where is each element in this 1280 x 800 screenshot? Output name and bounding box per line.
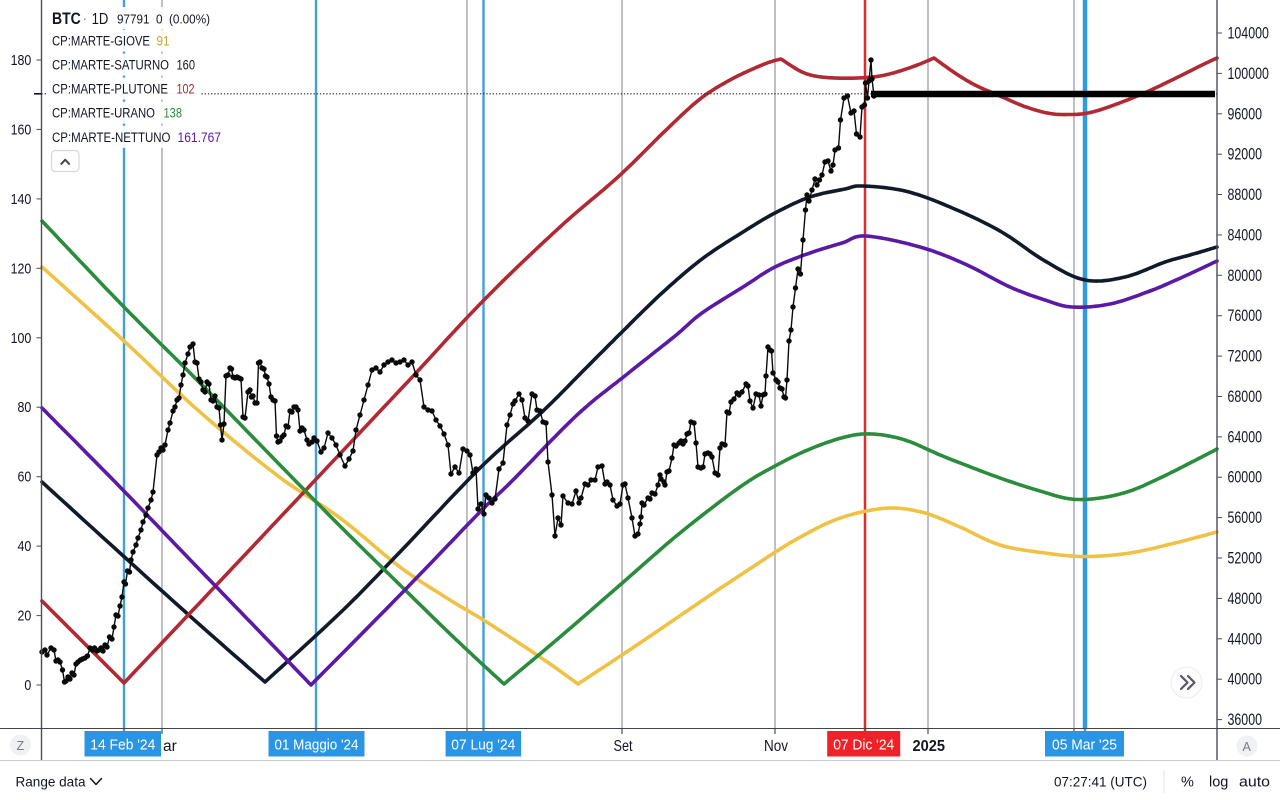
svg-text:Range data: Range data (16, 774, 86, 790)
svg-text:14 Feb '24: 14 Feb '24 (90, 737, 155, 754)
svg-text:log: log (1209, 775, 1228, 791)
svg-text:52000: 52000 (1228, 550, 1263, 568)
svg-text:ar: ar (163, 738, 177, 755)
svg-text:05 Mar '25: 05 Mar '25 (1052, 737, 1117, 754)
svg-text:·: · (83, 10, 88, 26)
svg-text:01 Maggio '24: 01 Maggio '24 (275, 737, 359, 754)
svg-text:36000: 36000 (1228, 711, 1263, 729)
svg-text:Set: Set (614, 738, 634, 755)
svg-text:40: 40 (18, 538, 32, 555)
svg-text:40000: 40000 (1228, 671, 1263, 689)
svg-text:97791 0 (0.00%): 97791 0 (0.00%) (117, 12, 210, 27)
svg-text:auto: auto (1239, 775, 1270, 791)
svg-text:A: A (1243, 740, 1252, 754)
svg-text:92000: 92000 (1228, 146, 1263, 164)
svg-text:%: % (1181, 775, 1194, 791)
svg-text:BTC: BTC (52, 10, 81, 28)
svg-text:80000: 80000 (1228, 267, 1263, 285)
svg-text:1D: 1D (92, 11, 109, 28)
svg-text:60000: 60000 (1228, 469, 1263, 487)
svg-text:07:27:41 (UTC): 07:27:41 (UTC) (1054, 774, 1147, 790)
svg-text:20: 20 (18, 608, 32, 625)
svg-text:56000: 56000 (1228, 509, 1263, 527)
svg-text:100000: 100000 (1228, 65, 1269, 83)
svg-text:102: 102 (177, 82, 195, 97)
svg-text:CP:MARTE-GIOVE: CP:MARTE-GIOVE (52, 34, 150, 49)
svg-text:138: 138 (164, 106, 183, 121)
svg-text:160: 160 (177, 58, 196, 73)
svg-text:80: 80 (18, 399, 32, 416)
svg-text:96000: 96000 (1228, 105, 1263, 123)
svg-text:CP:MARTE-SATURNO: CP:MARTE-SATURNO (52, 58, 169, 73)
svg-text:48000: 48000 (1228, 590, 1263, 608)
svg-text:Nov: Nov (764, 738, 788, 755)
svg-text:72000: 72000 (1228, 348, 1263, 366)
svg-text:84000: 84000 (1228, 226, 1263, 244)
svg-text:44000: 44000 (1228, 630, 1263, 648)
svg-text:140: 140 (11, 191, 32, 208)
svg-text:0: 0 (24, 677, 31, 694)
svg-text:161.767: 161.767 (178, 130, 222, 145)
svg-text:88000: 88000 (1228, 186, 1263, 204)
svg-text:2025: 2025 (913, 738, 946, 755)
svg-text:104000: 104000 (1228, 25, 1269, 43)
svg-text:64000: 64000 (1228, 428, 1263, 446)
svg-text:60: 60 (18, 469, 32, 486)
svg-text:120: 120 (11, 260, 32, 277)
svg-text:Z: Z (17, 739, 25, 753)
svg-text:76000: 76000 (1228, 307, 1263, 325)
svg-text:100: 100 (11, 330, 32, 347)
svg-text:07 Lug '24: 07 Lug '24 (451, 737, 515, 754)
svg-text:68000: 68000 (1228, 388, 1263, 406)
svg-text:CP:MARTE-URANO: CP:MARTE-URANO (52, 106, 155, 121)
svg-text:160: 160 (11, 121, 32, 138)
svg-text:07 Dic '24: 07 Dic '24 (833, 737, 894, 754)
svg-text:CP:MARTE-PLUTONE: CP:MARTE-PLUTONE (52, 82, 168, 97)
svg-text:91: 91 (157, 34, 170, 49)
svg-text:CP:MARTE-NETTUNO: CP:MARTE-NETTUNO (52, 130, 171, 145)
svg-text:180: 180 (11, 52, 32, 69)
